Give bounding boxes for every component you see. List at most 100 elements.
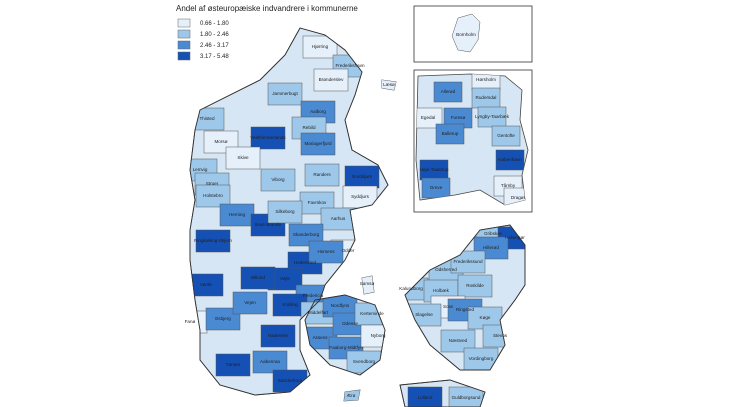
municipality-label: Esbjerg bbox=[215, 316, 231, 321]
municipality-label: Skive bbox=[237, 155, 249, 160]
municipality bbox=[260, 168, 296, 192]
municipality-label: Vesthimmerlands bbox=[250, 135, 286, 140]
municipality bbox=[215, 353, 251, 377]
municipality bbox=[457, 274, 493, 298]
municipality bbox=[304, 163, 340, 187]
municipality bbox=[190, 273, 224, 297]
municipality-label: Thisted bbox=[199, 116, 215, 121]
municipality-label: Fredericia bbox=[303, 293, 324, 298]
legend-swatch bbox=[177, 40, 191, 50]
municipality-label: Ballerup bbox=[442, 131, 459, 136]
municipality bbox=[240, 266, 276, 290]
municipality-label: Syddjurs bbox=[351, 194, 370, 199]
municipality-label: Middelfart bbox=[308, 310, 329, 315]
municipality-label: Kolding bbox=[282, 302, 298, 307]
bornholm-labels: Bornholm bbox=[456, 32, 476, 37]
municipality-label: Læsø bbox=[383, 82, 395, 87]
municipality-label: Fanø bbox=[185, 319, 196, 324]
municipality bbox=[433, 81, 463, 103]
municipality-label: Odder bbox=[342, 248, 355, 253]
municipality bbox=[205, 307, 241, 331]
legend-label: 1.80 - 2.46 bbox=[200, 32, 229, 38]
municipality-label: Stevns bbox=[493, 333, 508, 338]
municipality-label: Billund bbox=[251, 275, 265, 280]
municipality-label: Jammerbugt bbox=[272, 91, 298, 96]
municipality-label: Næstved bbox=[449, 338, 468, 343]
municipality-label: Aabenraa bbox=[260, 359, 280, 364]
municipality-label: Bornholm bbox=[456, 32, 476, 37]
municipality-label: Favrskov bbox=[308, 200, 327, 205]
municipality-label: Viborg bbox=[271, 177, 285, 182]
municipality bbox=[288, 223, 324, 247]
municipality bbox=[300, 132, 336, 156]
municipality-label: Faaborg-Midtfyn bbox=[329, 345, 363, 350]
municipality-label: Mariagerfjord bbox=[304, 141, 332, 146]
municipality-label: Odsherred bbox=[435, 267, 457, 272]
municipality-label: Allerød bbox=[441, 89, 456, 94]
legend-swatch bbox=[177, 18, 191, 28]
municipality bbox=[302, 35, 338, 59]
municipality-label: Nyborg bbox=[371, 333, 386, 338]
municipality-label: Sønderborg bbox=[278, 378, 303, 383]
municipality-label: Kerteminde bbox=[360, 311, 384, 316]
municipality-label: Aarhus bbox=[331, 216, 346, 221]
municipality-label: Horsens bbox=[317, 249, 335, 254]
municipality bbox=[195, 184, 231, 208]
municipality bbox=[225, 146, 261, 170]
municipality-label: Haderslev bbox=[268, 333, 289, 338]
municipality-label: Vordingborg bbox=[469, 356, 494, 361]
municipality bbox=[260, 324, 296, 348]
municipality-label: Skanderborg bbox=[293, 232, 320, 237]
legend-swatch bbox=[177, 29, 191, 39]
municipality-label: Aalborg bbox=[310, 109, 326, 114]
municipality bbox=[450, 250, 486, 274]
municipality-label: Ringkøbing-Skjern bbox=[194, 238, 232, 243]
municipality-label: Tårnby bbox=[501, 182, 516, 188]
municipality-label: Lolland bbox=[418, 395, 433, 400]
municipality bbox=[495, 149, 525, 171]
municipality-label: Slagelse bbox=[415, 312, 433, 317]
municipality-label: Assens bbox=[312, 335, 328, 340]
municipality-label: Randers bbox=[313, 172, 331, 177]
municipality bbox=[416, 107, 443, 129]
municipality-label: Morsø bbox=[214, 139, 227, 144]
municipality bbox=[252, 350, 288, 374]
municipality-label: Roskilde bbox=[466, 283, 484, 288]
municipality-label: Frederikshavn bbox=[335, 63, 365, 68]
municipality-label: Hedensted bbox=[294, 260, 317, 265]
municipality-label: Vejle bbox=[280, 276, 290, 281]
municipality-label: Ringsted bbox=[456, 307, 475, 312]
municipality-label: Tønder bbox=[226, 362, 241, 367]
municipality-label: Norddjurs bbox=[352, 174, 373, 179]
municipality-label: Hjørring bbox=[312, 44, 329, 49]
municipality bbox=[267, 200, 303, 224]
municipality-label: Samsø bbox=[360, 281, 375, 286]
municipality-label: Brønderslev bbox=[319, 77, 344, 82]
municipality bbox=[308, 240, 344, 264]
municipality bbox=[440, 329, 476, 353]
municipality-label: Struer bbox=[206, 181, 219, 186]
municipality-label: Rebild bbox=[302, 125, 315, 130]
labels: Hjørring Frederikshavn Læsø Brønderslev Jamm… bbox=[185, 44, 526, 400]
municipality-label: Hørsholm bbox=[476, 77, 496, 82]
municipality bbox=[195, 229, 231, 253]
municipality-label: Herning bbox=[229, 212, 246, 217]
coastline bbox=[189, 27, 526, 407]
copenhagen-municipalities bbox=[416, 74, 528, 205]
municipality bbox=[313, 68, 349, 92]
municipality-label: Egedal bbox=[421, 115, 435, 120]
municipality bbox=[491, 125, 521, 147]
municipality-label: Holbæk bbox=[433, 288, 450, 293]
municipality-label: Furesø bbox=[451, 115, 466, 120]
bornholm-shape bbox=[451, 13, 481, 53]
municipality-label: Ærø bbox=[347, 393, 356, 398]
legend-label: 0.66 - 1.80 bbox=[200, 21, 229, 27]
legend-swatch bbox=[177, 51, 191, 61]
municipality-label: Ikast-Brande bbox=[255, 222, 281, 227]
map-title: Andel af østeuropæiske indvandrere i kom… bbox=[176, 4, 358, 13]
municipality-label: Sorø bbox=[443, 304, 453, 309]
municipality-label: Svendborg bbox=[353, 359, 376, 364]
municipality bbox=[232, 291, 268, 315]
